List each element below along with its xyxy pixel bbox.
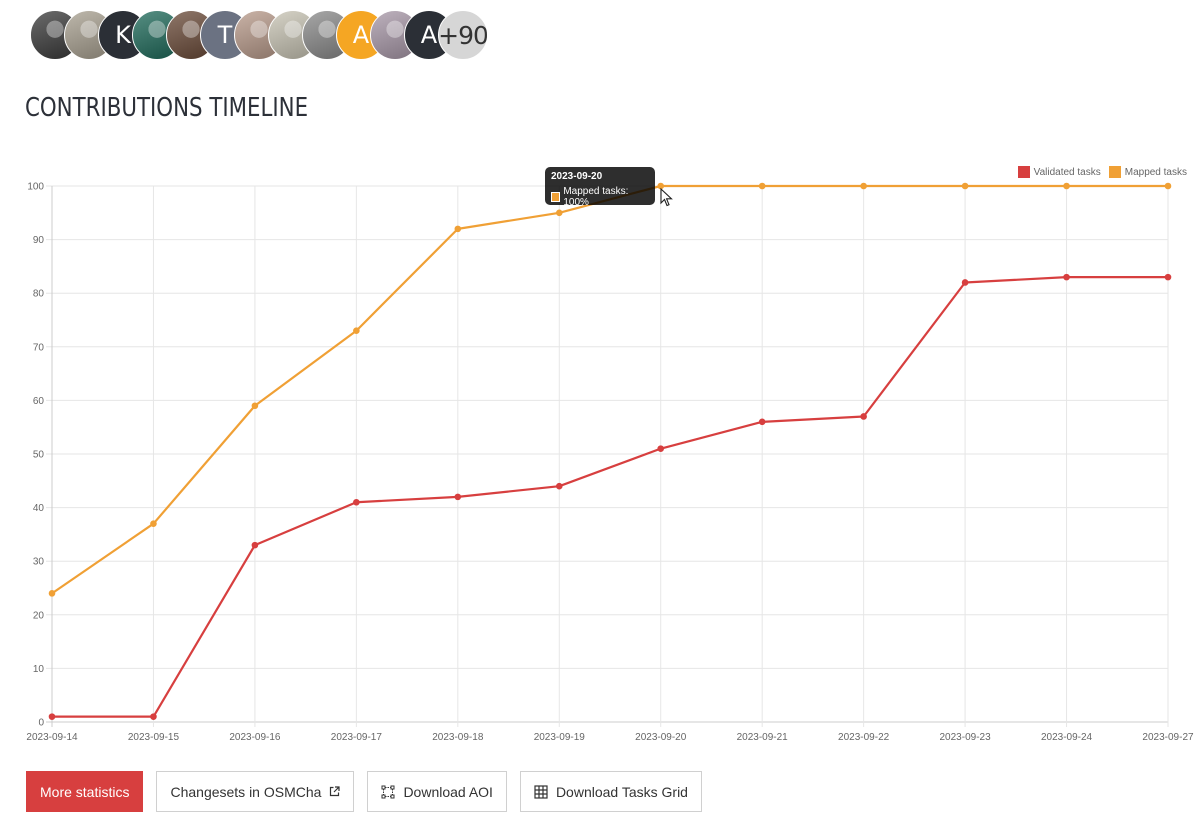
y-tick-label: 50 xyxy=(33,450,45,461)
download-aoi-button[interactable]: Download AOI xyxy=(367,771,507,812)
x-tick-label: 2023-09-14 xyxy=(26,732,78,743)
chart-tooltip: 2023-09-20 Mapped tasks: 100% xyxy=(545,167,655,208)
y-tick-label: 80 xyxy=(33,289,45,300)
section-title: CONTRIBUTIONS TIMELINE xyxy=(25,93,309,123)
data-point-mapped xyxy=(251,402,259,410)
data-point-validated xyxy=(454,493,462,501)
y-tick-label: 100 xyxy=(27,182,44,193)
x-tick-label: 2023-09-22 xyxy=(838,732,890,743)
x-tick-label: 2023-09-15 xyxy=(128,732,180,743)
data-point-validated xyxy=(251,541,259,549)
x-tick-label: 2023-09-17 xyxy=(331,732,383,743)
more-contributors-badge[interactable]: +90 xyxy=(438,10,488,60)
data-point-mapped xyxy=(48,590,56,597)
y-tick-label: 0 xyxy=(38,718,44,729)
legend-label-validated: Validated tasks xyxy=(1033,166,1101,178)
y-tick-label: 60 xyxy=(33,396,45,407)
x-tick-label: 2023-09-19 xyxy=(534,732,586,743)
data-point-mapped xyxy=(454,225,462,233)
more-statistics-label: More statistics xyxy=(40,783,130,800)
y-tick-label: 90 xyxy=(33,235,45,246)
y-tick-label: 30 xyxy=(33,557,45,568)
legend-label-mapped: Mapped tasks xyxy=(1124,166,1187,178)
series-line-mapped xyxy=(51,184,1168,595)
tooltip-title: 2023-09-20 xyxy=(551,171,603,182)
data-point-validated xyxy=(657,445,665,452)
data-point-validated xyxy=(150,713,157,720)
legend-item-validated[interactable]: Validated tasks xyxy=(1017,166,1101,178)
data-point-validated xyxy=(555,482,563,490)
x-tick-label: 2023-09-20 xyxy=(635,732,687,743)
action-buttons: More statistics Changesets in OSMCha Dow… xyxy=(26,771,702,812)
polygon-aoi-icon xyxy=(381,785,395,798)
mouse-cursor-icon xyxy=(660,188,673,207)
y-tick-label: 40 xyxy=(33,503,45,514)
data-point-mapped xyxy=(961,182,969,190)
osmcha-changesets-label: Changesets in OSMCha xyxy=(170,783,322,800)
avatar-initial-text: T xyxy=(217,21,233,49)
data-point-validated xyxy=(353,498,360,506)
x-tick-label: 2023-09-16 xyxy=(229,732,281,743)
data-point-mapped xyxy=(150,520,157,527)
data-point-mapped xyxy=(353,327,360,335)
data-point-mapped xyxy=(1063,182,1070,190)
osmcha-changesets-button[interactable]: Changesets in OSMCha xyxy=(156,771,355,812)
download-aoi-label: Download AOI xyxy=(403,783,493,800)
x-tick-label: 2023-09-27 xyxy=(1142,732,1194,743)
data-point-validated xyxy=(860,413,867,420)
y-tick-label: 70 xyxy=(33,342,45,353)
x-tick-label: 2023-09-23 xyxy=(940,732,992,743)
avatar-initial-text: K xyxy=(115,21,131,49)
external-link-icon xyxy=(330,786,341,797)
legend-swatch-validated xyxy=(1017,166,1030,178)
data-point-validated xyxy=(48,713,56,720)
y-tick-label: 10 xyxy=(33,664,45,675)
y-tick-label: 20 xyxy=(33,610,45,621)
tooltip-label: Mapped tasks: 100% xyxy=(563,186,629,208)
x-tick-label: 2023-09-24 xyxy=(1041,732,1093,743)
x-tick-label: 2023-09-18 xyxy=(432,732,484,743)
avatar-initial-text: A xyxy=(420,21,438,49)
series-line-validated xyxy=(52,276,1168,718)
more-statistics-button[interactable]: More statistics xyxy=(26,771,144,812)
contributions-timeline-chart: 0 10 20 30 40 50 60 70 80 90 100 2023-09-14 2023-09-… xyxy=(26,182,1194,744)
chart-legend: Validated tasks Mapped tasks xyxy=(1017,166,1187,178)
data-point-mapped xyxy=(555,209,563,217)
data-point-validated xyxy=(961,279,969,286)
legend-item-mapped[interactable]: Mapped tasks xyxy=(1108,166,1187,178)
avatar-initial-text: A xyxy=(352,21,370,49)
tooltip-swatch xyxy=(551,192,561,202)
data-point-mapped xyxy=(860,182,867,190)
grid-icon xyxy=(534,784,548,799)
legend-swatch-mapped xyxy=(1108,166,1121,178)
data-point-validated xyxy=(758,418,766,426)
download-tasks-grid-button[interactable]: Download Tasks Grid xyxy=(519,771,702,812)
data-point-mapped xyxy=(758,182,766,190)
data-point-mapped xyxy=(1164,182,1172,190)
download-tasks-grid-label: Download Tasks Grid xyxy=(555,783,688,800)
data-point-validated xyxy=(1063,273,1070,281)
data-point-validated xyxy=(1164,273,1172,281)
x-tick-label: 2023-09-21 xyxy=(737,732,789,743)
